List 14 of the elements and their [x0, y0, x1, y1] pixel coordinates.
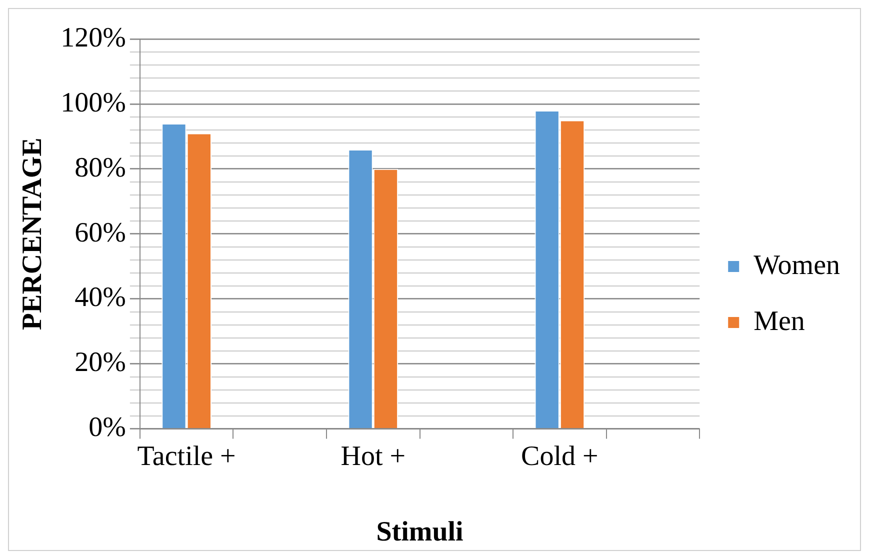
y-axis-title: PERCENTAGE [17, 138, 48, 330]
y-tick-label: 40% [74, 282, 126, 314]
y-tick-label: 120% [60, 22, 126, 54]
y-tick-label: 100% [60, 87, 126, 118]
legend-label: Men [754, 306, 805, 337]
x-axis-title: Stimuli [376, 516, 464, 548]
x-tick-label: Tactile + [137, 440, 236, 472]
y-tick-label: 20% [74, 347, 126, 378]
y-tick-label: 0% [88, 412, 126, 444]
y-tick-label: 60% [74, 217, 126, 248]
legend-label: Women [754, 250, 840, 281]
y-tick-label: 80% [74, 152, 126, 184]
x-tick-label: Cold + [521, 440, 598, 472]
x-tick-label: Hot + [340, 440, 406, 472]
